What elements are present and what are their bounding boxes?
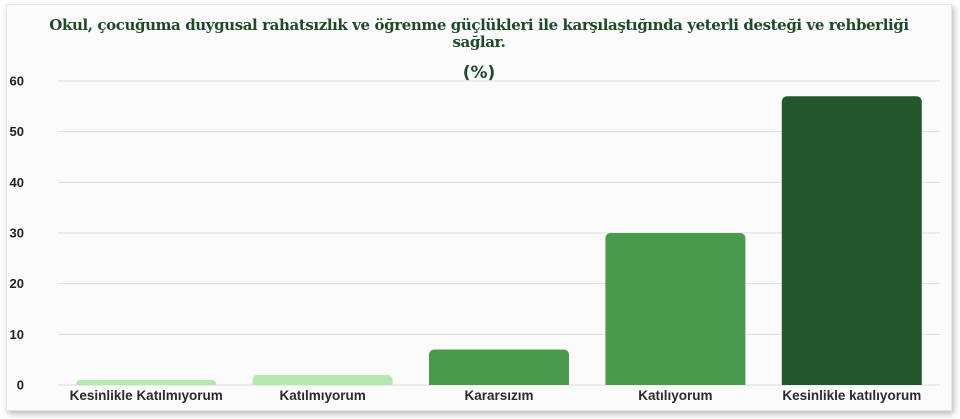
x-category-label: Katılmıyorum — [279, 388, 365, 403]
y-tick-label: 10 — [10, 327, 24, 342]
x-category-label: Kesinlikle katılıyorum — [782, 388, 921, 403]
y-tick-label: 20 — [10, 276, 24, 291]
y-tick-label: 30 — [10, 226, 24, 241]
bar — [429, 349, 569, 385]
chart-subtitle: (%) — [462, 63, 496, 83]
x-category-label: Kesinlikle Katılmıyorum — [70, 388, 223, 403]
bar — [605, 233, 746, 385]
x-category-label: Kararsızım — [464, 388, 533, 403]
y-tick-label: 0 — [17, 378, 24, 393]
bar — [781, 96, 922, 385]
y-tick-label: 40 — [10, 175, 24, 190]
y-tick-label: 50 — [10, 124, 24, 139]
y-tick-label: 60 — [10, 74, 24, 89]
chart-title: Okul, çocuğuma duygusal rahatsızlık ve ö… — [49, 16, 909, 51]
bar — [76, 379, 217, 385]
bar — [252, 374, 393, 385]
x-category-label: Katılıyorum — [638, 388, 712, 403]
